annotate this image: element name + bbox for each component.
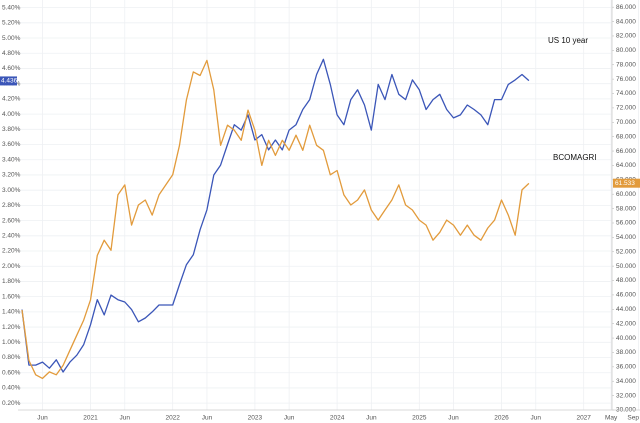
series-line <box>21 59 530 380</box>
x-tick-label: Jun <box>120 415 131 422</box>
y-tick-label: 3.00% <box>2 187 21 194</box>
y2-tick-label: 56.000 <box>616 220 636 227</box>
last-value-label: 61.533 <box>615 180 635 187</box>
x-tick-label: 2025 <box>412 415 427 422</box>
y2-tick-label: 70.000 <box>616 119 636 126</box>
y-tick-label: 1.40% <box>2 309 21 316</box>
y2-tick-label: 64.000 <box>616 162 636 169</box>
x-tick-label: 2026 <box>494 415 509 422</box>
y2-tick-label: 78.000 <box>616 61 636 68</box>
x-tick-label: May <box>605 415 618 422</box>
y-tick-label: 2.20% <box>2 248 21 255</box>
y2-tick-label: 42.000 <box>616 320 636 327</box>
y2-tick-label: 76.000 <box>616 76 636 83</box>
y2-tick-label: 66.000 <box>616 148 636 155</box>
y-tick-label: 0.60% <box>2 369 21 376</box>
x-tick-label: 2023 <box>248 415 263 422</box>
y2-tick-label: 86.000 <box>616 4 636 11</box>
y-tick-label: 5.20% <box>2 20 21 27</box>
y-tick-label: 3.20% <box>2 172 21 179</box>
y2-tick-label: 60.000 <box>616 191 636 198</box>
y-tick-label: 1.60% <box>2 293 21 300</box>
y2-tick-label: 74.000 <box>616 90 636 97</box>
last-value-marker <box>0 76 17 86</box>
last-value-label: 4.436 <box>1 78 18 85</box>
y-tick-label: 4.80% <box>2 50 21 57</box>
x-tick-label: 2021 <box>83 415 98 422</box>
y2-tick-label: 46.000 <box>616 292 636 299</box>
x-tick-label: Jun <box>37 415 48 422</box>
y-tick-label: 4.20% <box>2 96 21 103</box>
y-tick-label: 0.20% <box>2 400 21 407</box>
y-tick-label: 2.80% <box>2 202 21 209</box>
y2-tick-label: 82.000 <box>616 33 636 40</box>
x-tick-label: Jun <box>284 415 295 422</box>
y-tick-label: 1.20% <box>2 324 21 331</box>
series-line <box>21 58 530 373</box>
y2-tick-label: 38.000 <box>616 349 636 356</box>
y-tick-label: 0.40% <box>2 385 21 392</box>
series-name: US 10 year <box>548 36 588 45</box>
x-tick-label: Jun <box>531 415 542 422</box>
x-tick-label: Sep <box>627 415 639 422</box>
y2-tick-label: 58.000 <box>616 205 636 212</box>
y-tick-label: 2.60% <box>2 217 21 224</box>
y2-tick-label: 84.000 <box>616 18 636 25</box>
y2-tick-label: 50.000 <box>616 263 636 270</box>
y2-tick-label: 32.000 <box>616 392 636 399</box>
y2-tick-label: 80.000 <box>616 47 636 54</box>
y2-tick-label: 44.000 <box>616 306 636 313</box>
x-tick-label: Jun <box>448 415 459 422</box>
y-tick-label: 4.60% <box>2 65 21 72</box>
y-tick-label: 2.00% <box>2 263 21 270</box>
y2-tick-label: 68.000 <box>616 133 636 140</box>
y-tick-label: 3.80% <box>2 126 21 133</box>
y-tick-label: 3.60% <box>2 141 21 148</box>
y-tick-label: 5.00% <box>2 35 21 42</box>
y2-tick-label: 36.000 <box>616 364 636 371</box>
y-tick-label: 1.80% <box>2 278 21 285</box>
y-tick-label: 1.00% <box>2 339 21 346</box>
y-tick-label: 3.40% <box>2 156 21 163</box>
y2-tick-label: 34.000 <box>616 378 636 385</box>
y2-tick-label: 48.000 <box>616 277 636 284</box>
y2-tick-label: 40.000 <box>616 335 636 342</box>
y-tick-label: 5.40% <box>2 4 21 11</box>
y-tick-label: 4.00% <box>2 111 21 118</box>
last-value-marker <box>613 178 640 188</box>
y2-tick-label: 72.000 <box>616 105 636 112</box>
x-tick-label: Jun <box>366 415 377 422</box>
series-name: BCOMAGRI <box>553 153 597 162</box>
y2-tick-label: 54.000 <box>616 234 636 241</box>
x-tick-label: 2027 <box>576 415 591 422</box>
y-tick-label: 2.40% <box>2 233 21 240</box>
x-tick-label: 2022 <box>165 415 180 422</box>
x-tick-label: Jun <box>202 415 213 422</box>
y-tick-label: 0.80% <box>2 354 21 361</box>
y2-tick-label: 52.000 <box>616 248 636 255</box>
x-tick-label: 2024 <box>330 415 345 422</box>
